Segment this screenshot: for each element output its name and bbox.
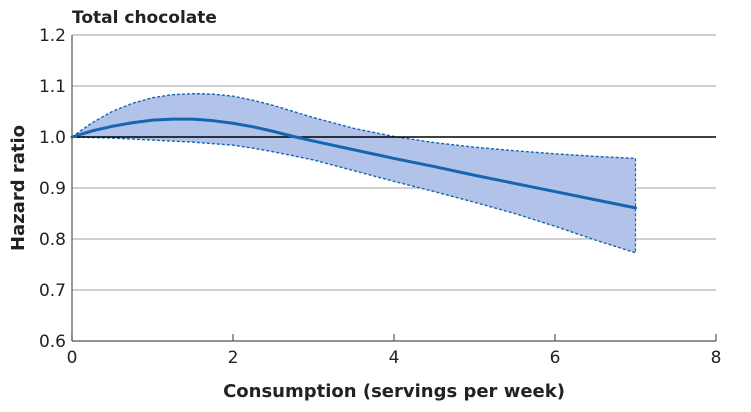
y-tick-label: 1.0 <box>39 128 66 148</box>
x-tick-label: 6 <box>550 348 561 368</box>
y-tick-label: 1.1 <box>39 77 66 97</box>
lower-bound-line <box>71 136 636 254</box>
axes <box>71 35 717 342</box>
hazard-ratio-line <box>70 117 637 210</box>
x-tick-label: 2 <box>228 348 239 368</box>
x-tick-label: 0 <box>67 348 78 368</box>
confidence-band <box>71 92 637 254</box>
y-tick-label: 0.8 <box>39 230 66 250</box>
y-tick-label: 0.7 <box>39 281 66 301</box>
y-tick-label: 0.9 <box>39 179 66 199</box>
y-tick-labels: 0.6 0.7 0.8 0.9 1.0 1.1 1.2 <box>39 26 66 352</box>
x-axis-label: Consumption (servings per week) <box>223 381 565 402</box>
confidence-band-area <box>72 93 636 253</box>
x-tick-label: 8 <box>711 348 722 368</box>
x-tick-labels: 0 2 4 6 8 <box>67 348 722 368</box>
x-tick-label: 4 <box>389 348 400 368</box>
chart-title: Total chocolate <box>72 8 217 28</box>
y-tick-label: 0.6 <box>39 332 66 352</box>
y-axis-label: Hazard ratio <box>8 125 29 251</box>
series-group <box>70 117 637 210</box>
y-tick-label: 1.2 <box>39 26 66 46</box>
upper-bound-line <box>71 92 636 160</box>
